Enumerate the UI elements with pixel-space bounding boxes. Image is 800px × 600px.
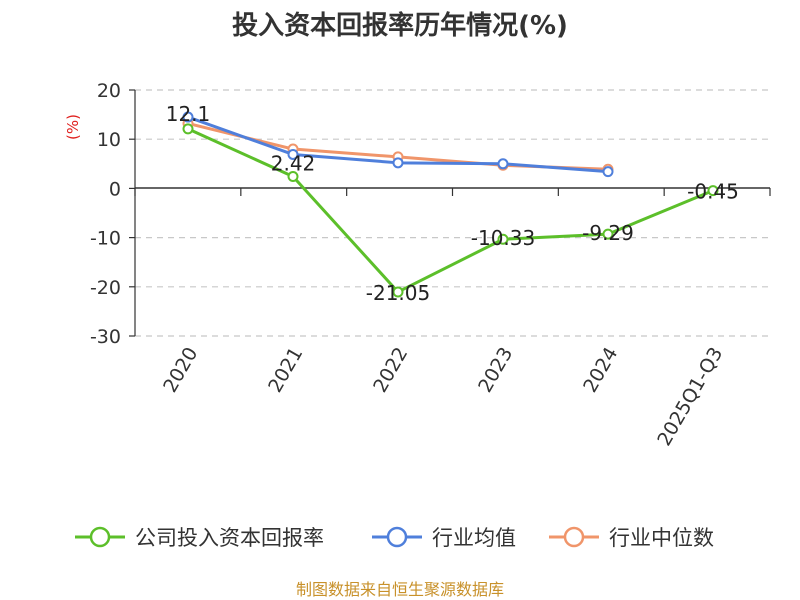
y-tick-label: 0	[109, 178, 121, 200]
grid-lines	[135, 89, 770, 337]
data-label: -21.05	[366, 281, 430, 305]
x-tick-label: 2021	[264, 344, 307, 397]
legend-marker	[386, 526, 408, 548]
x-tick-label: 2023	[474, 344, 517, 397]
data-label: 2.42	[271, 151, 316, 175]
data-labels: 12.1 2.42 -21.05 -10.33 -9.29 -0.45	[166, 102, 739, 305]
series-lines	[182, 111, 719, 298]
y-tick-label: -30	[90, 326, 121, 348]
x-tick-label: 2025Q1-Q3	[653, 344, 727, 450]
legend-marker	[563, 526, 585, 548]
y-tick-label: 20	[97, 80, 121, 102]
y-axis-unit: (%)	[64, 114, 82, 140]
data-point	[392, 157, 404, 169]
data-point	[392, 286, 404, 298]
data-point	[497, 233, 509, 245]
data-label: -10.33	[471, 226, 535, 250]
y-tick-label: 10	[97, 129, 121, 151]
series-line	[187, 127, 714, 294]
data-label: 12.1	[166, 102, 211, 126]
legend: 公司投入资本回报率 行业均值 行业中位数	[75, 526, 714, 550]
data-point	[497, 158, 509, 170]
x-axis: 2020 2021 2022 2023 2024 2025Q1-Q3	[134, 187, 771, 450]
y-tick-label: -10	[90, 228, 121, 250]
legend-label: 行业均值	[432, 526, 516, 550]
data-label: -0.45	[687, 180, 739, 204]
data-point	[287, 170, 299, 182]
chart-title: 投入资本回报率历年情况(%)	[232, 10, 568, 41]
data-point	[707, 185, 719, 197]
data-point	[182, 123, 194, 135]
legend-label: 行业中位数	[609, 526, 714, 550]
data-label: -9.29	[582, 221, 634, 245]
legend-marker	[89, 526, 111, 548]
x-tick-label: 2022	[369, 344, 412, 397]
data-point	[602, 166, 614, 178]
data-point	[287, 148, 299, 160]
data-point	[602, 228, 614, 240]
x-tick-label: 2020	[159, 344, 202, 397]
x-tick-label: 2024	[579, 344, 622, 397]
legend-label: 公司投入资本回报率	[135, 526, 324, 550]
data-point	[182, 111, 194, 123]
y-tick-label: -20	[90, 277, 121, 299]
source-note: 制图数据来自恒生聚源数据库	[296, 580, 504, 599]
y-axis-ticks: 20 10 0 -10 -20 -30	[90, 80, 136, 348]
